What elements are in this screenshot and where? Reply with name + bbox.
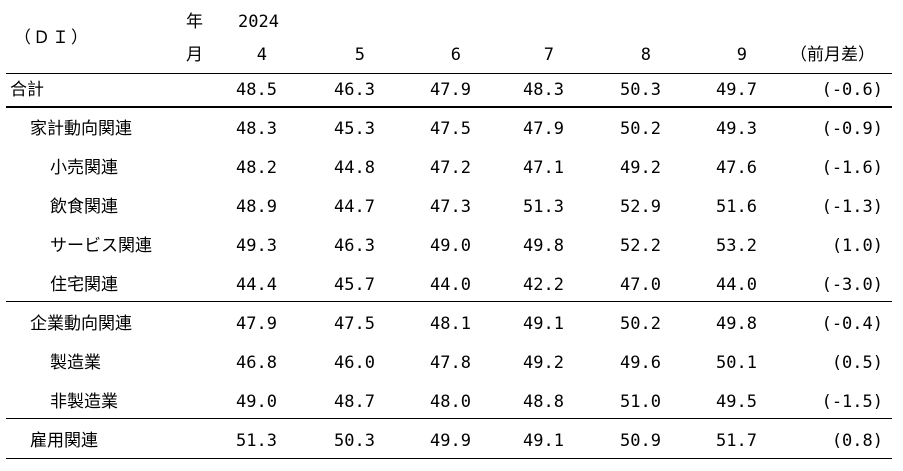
row-value: 48.8 [523, 392, 564, 412]
row-value: 44.0 [716, 275, 757, 295]
row-value: 51.0 [620, 392, 661, 412]
row-value: 49.8 [523, 236, 564, 256]
row-value: 42.2 [523, 275, 564, 295]
header-month-8: 8 [640, 45, 651, 65]
rule-total [6, 106, 892, 108]
row-value: 49.0 [236, 392, 277, 412]
row-value: 44.7 [334, 197, 375, 217]
row-value: 52.2 [620, 236, 661, 256]
row-value: 46.3 [334, 80, 375, 100]
row-value: 44.4 [236, 275, 277, 295]
row-value: 48.0 [430, 392, 471, 412]
row-value: 47.0 [620, 275, 661, 295]
row-value: 51.7 [716, 431, 757, 451]
row-value: 49.0 [430, 236, 471, 256]
row-value: 53.2 [716, 236, 757, 256]
row-diff: (-0.9) [821, 119, 883, 139]
row-label: 非製造業 [50, 392, 118, 412]
row-diff: (-1.6) [821, 158, 883, 178]
row-value: 47.2 [430, 158, 471, 178]
row-value: 47.9 [523, 119, 564, 139]
row-value: 49.2 [620, 158, 661, 178]
row-value: 50.3 [334, 431, 375, 451]
row-label: 飲食関連 [50, 197, 118, 217]
row-value: 48.5 [236, 80, 277, 100]
row-value: 48.3 [523, 80, 564, 100]
row-value: 48.2 [236, 158, 277, 178]
row-label: 小売関連 [50, 158, 118, 178]
row-label: 住宅関連 [50, 275, 118, 295]
row-value: 46.8 [236, 353, 277, 373]
row-value: 47.8 [430, 353, 471, 373]
row-value: 48.9 [236, 197, 277, 217]
rule-corporate [6, 418, 892, 419]
row-label: 雇用関連 [30, 431, 98, 451]
di-label: （ＤＩ） [14, 28, 90, 48]
row-value: 49.5 [716, 392, 757, 412]
row-value: 50.3 [620, 80, 661, 100]
row-value: 50.9 [620, 431, 661, 451]
row-value: 44.0 [430, 275, 471, 295]
row-diff: (-0.4) [821, 314, 883, 334]
row-value: 49.7 [716, 80, 757, 100]
header-month-9: 9 [736, 45, 747, 65]
header-month-6: 6 [450, 45, 461, 65]
header-month-7: 7 [543, 45, 554, 65]
row-value: 51.3 [523, 197, 564, 217]
row-value: 47.9 [430, 80, 471, 100]
row-value: 50.2 [620, 119, 661, 139]
row-value: 49.1 [523, 431, 564, 451]
row-value: 48.3 [236, 119, 277, 139]
row-value: 46.3 [334, 236, 375, 256]
row-value: 44.8 [334, 158, 375, 178]
header-year: 2024 [238, 12, 279, 32]
month-char: 月 [186, 45, 203, 65]
year-char: 年 [186, 12, 203, 32]
row-diff: (-1.3) [821, 197, 883, 217]
row-value: 47.5 [430, 119, 471, 139]
rule-top [6, 73, 892, 74]
row-diff: (-3.0) [821, 275, 883, 295]
row-value: 45.3 [334, 119, 375, 139]
row-value: 47.3 [430, 197, 471, 217]
row-value: 47.9 [236, 314, 277, 334]
row-value: 48.1 [430, 314, 471, 334]
row-value: 48.7 [334, 392, 375, 412]
rule-bottom [6, 458, 892, 459]
row-value: 49.1 [523, 314, 564, 334]
header-month-4: 4 [256, 45, 267, 65]
row-label: サービス関連 [50, 236, 152, 256]
row-diff: (-1.5) [821, 392, 883, 412]
row-diff: (0.8) [831, 431, 883, 451]
row-label: 企業動向関連 [30, 314, 132, 334]
header-month-5: 5 [354, 45, 365, 65]
row-diff: (-0.6) [821, 80, 883, 100]
row-label: 合計 [10, 80, 44, 100]
row-value: 49.2 [523, 353, 564, 373]
row-label: 家計動向関連 [30, 119, 132, 139]
rule-household [6, 301, 892, 302]
row-value: 51.3 [236, 431, 277, 451]
row-label: 製造業 [50, 353, 101, 373]
row-value: 45.7 [334, 275, 375, 295]
row-value: 49.6 [620, 353, 661, 373]
row-value: 47.5 [334, 314, 375, 334]
row-value: 49.9 [430, 431, 471, 451]
row-value: 46.0 [334, 353, 375, 373]
row-value: 50.1 [716, 353, 757, 373]
row-diff: (1.0) [831, 236, 883, 256]
row-value: 47.6 [716, 158, 757, 178]
row-value: 49.8 [716, 314, 757, 334]
row-value: 52.9 [620, 197, 661, 217]
row-value: 50.2 [620, 314, 661, 334]
row-diff: (0.5) [831, 353, 883, 373]
row-value: 51.6 [716, 197, 757, 217]
header-diff: （前月差） [790, 45, 875, 65]
row-value: 49.3 [716, 119, 757, 139]
row-value: 49.3 [236, 236, 277, 256]
row-value: 47.1 [523, 158, 564, 178]
